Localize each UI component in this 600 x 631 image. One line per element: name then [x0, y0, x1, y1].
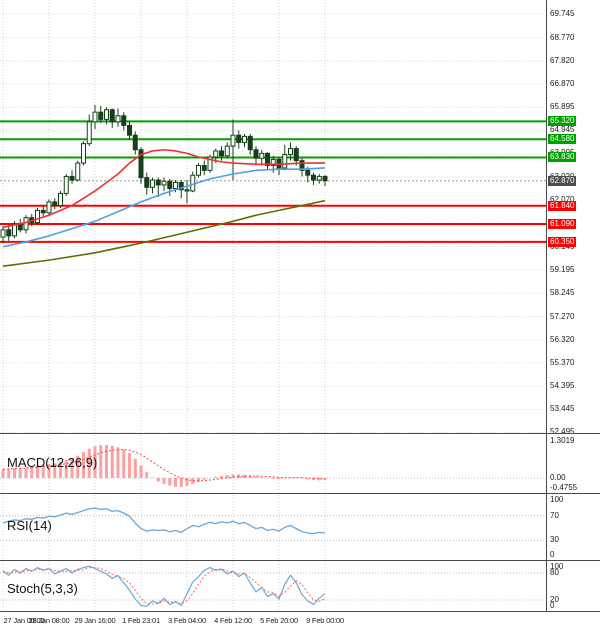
time-tick-label: 9 Feb 00:00	[306, 616, 344, 625]
price-tick-label: 52.495	[550, 427, 575, 437]
price-axis[interactable]: 69.74568.77067.82066.87065.89564.94563.9…	[547, 0, 600, 612]
time-tick-label: 4 Feb 12:00	[214, 616, 252, 625]
price-tick-label: 57.270	[550, 311, 575, 321]
stoch-axis-label: 20	[550, 595, 559, 604]
rsi-label: RSI(14)	[7, 518, 52, 533]
candlesticks[interactable]	[0, 104, 328, 244]
panel-separator	[0, 560, 600, 561]
stoch-label: Stoch(5,3,3)	[7, 581, 78, 596]
time-tick-label: 29 Jan 16:00	[74, 616, 116, 625]
rsi-line	[2, 507, 326, 535]
price-tick-label: 59.195	[550, 264, 575, 274]
stoch-lines	[2, 565, 326, 607]
resistance-level-badge: 65.320	[548, 116, 577, 127]
price-tick-label: 62.070	[550, 195, 575, 205]
price-tick-label: 67.820	[550, 55, 575, 65]
rsi-axis-label: 70	[550, 510, 559, 520]
grid-lines	[0, 0, 546, 612]
price-tick-label: 65.895	[550, 102, 575, 112]
price-tick-label: 55.370	[550, 357, 575, 367]
macd-axis-label: 0.00	[550, 473, 566, 482]
macd-axis-label: 1.3019	[550, 436, 575, 445]
axis-separator	[546, 0, 547, 612]
support-resistance-lines	[0, 120, 546, 243]
time-axis[interactable]: 27 Jan 00:00 28 Jan 08:00 29 Jan 16:00 1 Fe…	[0, 612, 600, 631]
macd-signal-line	[2, 449, 326, 482]
stoch-axis-label: 100	[550, 562, 564, 571]
panel-separator	[0, 611, 600, 612]
macd-label: MACD(12,26,9)	[7, 455, 98, 470]
support-level-badge: 60.350	[548, 236, 577, 247]
price-tick-label: 58.245	[550, 287, 575, 297]
time-tick-label: 27 Jan 00:00	[3, 616, 45, 625]
price-tick-label: 66.870	[550, 78, 575, 88]
chart-canvas[interactable]	[0, 0, 546, 612]
time-tick-label: 5 Feb 20:00	[260, 616, 298, 625]
macd-histogram	[1, 444, 327, 488]
current-price-badge: 62.870	[548, 175, 577, 186]
indicator-guide-lines	[0, 477, 546, 601]
stoch-axis-label: 0	[550, 601, 555, 610]
support-level-badge: 61.090	[548, 218, 577, 229]
rsi-axis-label: 100	[550, 495, 564, 504]
price-tick-label: 56.320	[550, 334, 575, 344]
rsi-axis-label: 0	[550, 550, 555, 559]
time-tick-label: 3 Feb 04:00	[168, 616, 206, 625]
time-tick-label: 1 Feb 23:01	[122, 616, 160, 625]
macd-axis-label: -0.4755	[550, 483, 578, 492]
rsi-axis-label: 30	[550, 535, 559, 545]
time-tick-label: 28 Jan 08:00	[28, 616, 70, 625]
support-level-badge: 61.840	[548, 200, 577, 211]
price-tick-label: 64.945	[550, 125, 575, 135]
resistance-level-badge: 63.830	[548, 152, 577, 163]
panel-separator	[0, 433, 600, 434]
moving-average-lines	[2, 148, 326, 267]
price-tick-label: 68.770	[550, 32, 575, 42]
price-tick-label: 53.445	[550, 404, 575, 414]
price-tick-label: 54.395	[550, 381, 575, 391]
stoch-axis-label: 80	[550, 568, 559, 577]
price-tick-label: 69.745	[550, 9, 575, 18]
resistance-level-badge: 64.580	[548, 134, 577, 145]
panel-separator	[0, 493, 600, 494]
